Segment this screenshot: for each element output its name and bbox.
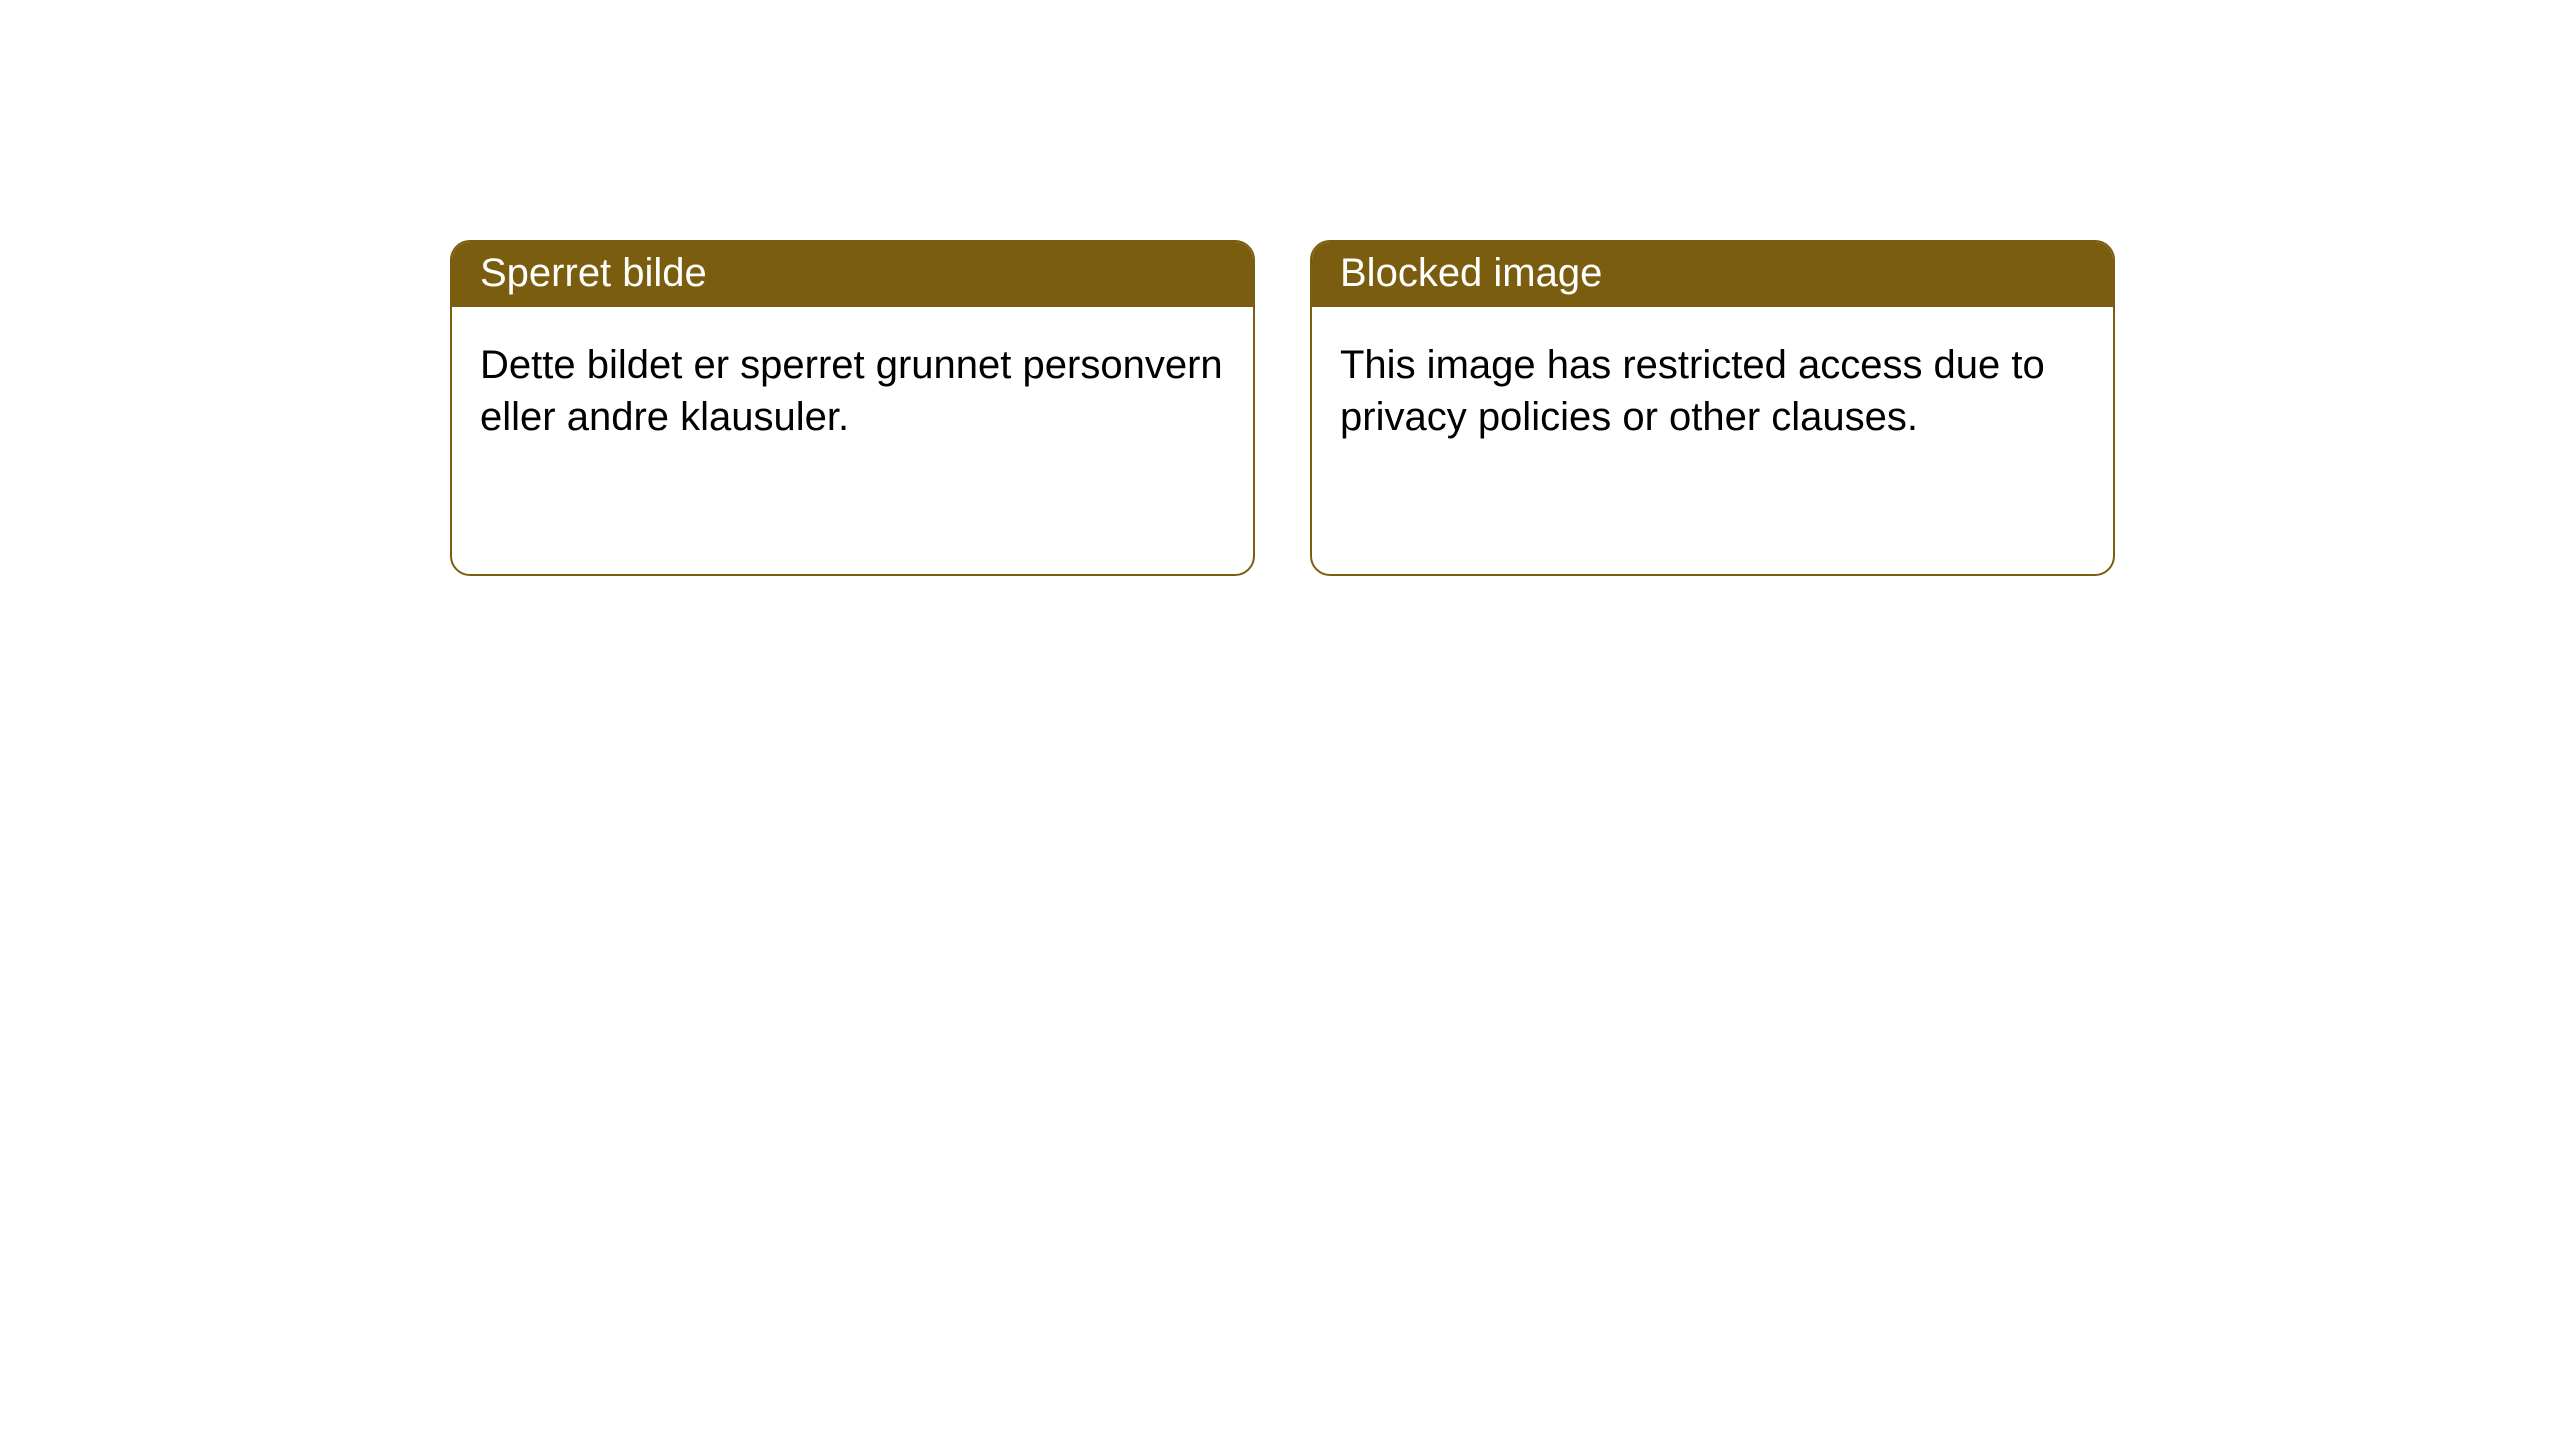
notice-card-english: Blocked image This image has restricted … <box>1310 240 2115 576</box>
notice-header: Sperret bilde <box>452 242 1253 307</box>
notice-body-text: This image has restricted access due to … <box>1340 343 2045 439</box>
notice-body-text: Dette bildet er sperret grunnet personve… <box>480 343 1223 439</box>
notice-body: Dette bildet er sperret grunnet personve… <box>452 307 1253 475</box>
notice-card-norwegian: Sperret bilde Dette bildet er sperret gr… <box>450 240 1255 576</box>
notice-container: Sperret bilde Dette bildet er sperret gr… <box>0 0 2560 576</box>
notice-title: Blocked image <box>1340 251 1602 295</box>
notice-title: Sperret bilde <box>480 251 707 295</box>
notice-header: Blocked image <box>1312 242 2113 307</box>
notice-body: This image has restricted access due to … <box>1312 307 2113 475</box>
